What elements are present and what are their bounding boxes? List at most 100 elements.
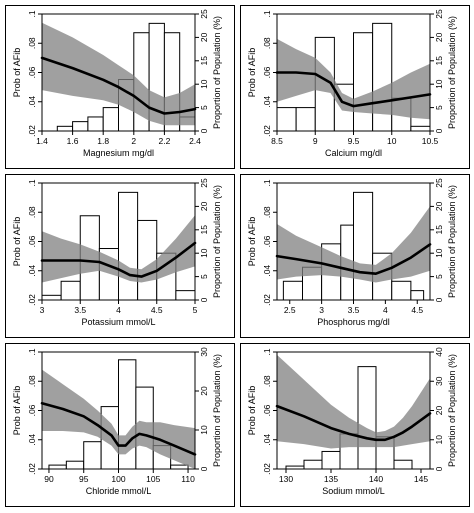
x-axis-title: Chloride mmol/L (86, 486, 152, 496)
y-tick-label: .1 (262, 10, 272, 17)
y-tick-label: .1 (262, 348, 272, 355)
y2-tick-label: 25 (199, 9, 209, 19)
histogram-bar (83, 441, 102, 470)
x-axis-title: Magnesium mg/dl (83, 148, 154, 158)
y-tick-label: .06 (27, 66, 37, 78)
y-tick-label: .02 (262, 463, 272, 475)
x-tick-label: 3 (319, 305, 324, 315)
y2-tick-label: 0 (434, 297, 444, 302)
histogram-bar (295, 107, 316, 132)
confidence-band (277, 354, 430, 449)
x-tick-label: 2 (131, 136, 136, 146)
histogram-bar (118, 191, 139, 301)
y-tick-label: .1 (27, 179, 37, 186)
fitted-curve (40, 241, 197, 278)
y-tick-label: .02 (27, 294, 37, 306)
x-tick-label: 8.5 (271, 136, 283, 146)
x-tick-label: 3.5 (74, 305, 86, 315)
chart-panel-2: 8.5 9 9.5 10 10.5 .02 .04 .06 .08 .1 0 5 10 15 20 25 Cal… (240, 5, 470, 169)
histogram-bar (72, 121, 89, 132)
x-tick-label: 135 (324, 474, 338, 484)
x-tick-label: 2.2 (158, 136, 170, 146)
chart-svg: 3 3.5 4 4.5 5.02.04.06.08.10510152025Potassi… (12, 178, 222, 327)
histogram-bar (175, 290, 196, 301)
y2-axis-title: Proportion of Population (%) (447, 354, 457, 467)
chart-panel-3: 3 3.5 4 4.5 5.02.04.06.08.1 0 5 10 15 20 25 Potassi… (5, 174, 235, 338)
histogram-bar (282, 280, 303, 301)
y-tick-label: .08 (262, 206, 272, 218)
histogram-bar (321, 450, 341, 470)
y-tick-label: .08 (262, 37, 272, 49)
y-axis-title: Prob of AFib (247, 386, 257, 436)
y2-axis-title: Proportion of Population (%) (447, 185, 457, 298)
x-tick-label: 100 (111, 474, 125, 484)
y-tick-label: .02 (27, 125, 37, 137)
x-tick-label: 3.5 (348, 305, 360, 315)
chart-svg: 1.4 1.6 1.8 2 2.2 2.4 .02 .04 .06 .08 .1 0 5 10 15 20 25… (12, 9, 222, 158)
x-tick-label: 2.4 (189, 136, 201, 146)
confidence-band (42, 215, 195, 283)
y-tick-label: .06 (262, 66, 272, 78)
y-axis-title: Prob of AFib (247, 48, 257, 98)
y-tick-label: .02 (262, 294, 272, 306)
histogram-bar (353, 32, 374, 132)
x-tick-label: 95 (79, 474, 89, 484)
y-tick-label: .06 (27, 404, 37, 416)
x-tick-label: 5 (193, 305, 198, 315)
x-tick-label: 90 (44, 474, 54, 484)
x-axis-title: Phosphorus mg/dl (317, 317, 390, 327)
fitted-curve (40, 56, 197, 115)
x-tick-label: 4.5 (151, 305, 163, 315)
x-tick-label: 2.5 (284, 305, 296, 315)
x-axis-title: Potassium mmol/L (81, 317, 155, 327)
histogram-bar (170, 464, 189, 470)
y-tick-label: .08 (27, 375, 37, 387)
y-tick-label: .04 (27, 434, 37, 446)
histogram-bar (48, 464, 67, 470)
y-tick-label: .1 (27, 10, 37, 17)
y-tick-label: .06 (262, 235, 272, 247)
chart-panel-1: 1.4 1.6 1.8 2 2.2 2.4 .02 .04 .06 .08 .1 0 5 10 15 20 25… (5, 5, 235, 169)
histogram-bar (410, 125, 431, 132)
histogram-bar (372, 22, 393, 132)
confidence-band (42, 22, 195, 126)
histogram-bar (391, 280, 412, 301)
fitted-curve (275, 243, 432, 275)
y2-tick-label: 15 (434, 56, 444, 66)
x-axis-title: Calcium mg/dl (325, 148, 382, 158)
x-tick-label: 4.5 (411, 305, 423, 315)
histogram-bar (65, 460, 85, 470)
y-axis-title: Prob of AFib (12, 217, 22, 267)
fitted-curve (275, 71, 432, 108)
y2-tick-label: 20 (199, 386, 209, 396)
x-tick-label: 130 (279, 474, 293, 484)
x-tick-label: 140 (369, 474, 383, 484)
y2-axis-title: Proportion of Population (%) (447, 16, 457, 129)
y2-tick-label: 20 (199, 32, 209, 42)
histogram-bar (41, 294, 62, 301)
y-axis-title: Prob of AFib (247, 217, 257, 267)
fitted-curve (40, 401, 197, 456)
histogram-bar (303, 459, 323, 470)
x-tick-label: 3 (40, 305, 45, 315)
histogram-bar (60, 280, 81, 301)
y2-tick-label: 10 (199, 425, 209, 435)
y-tick-label: .08 (27, 206, 37, 218)
y2-tick-label: 20 (434, 201, 444, 211)
y-tick-label: .02 (27, 463, 37, 475)
y-tick-label: .04 (262, 265, 272, 277)
y2-tick-label: 25 (199, 178, 209, 188)
histogram-bar (393, 459, 413, 470)
y-tick-label: .04 (262, 96, 272, 108)
histogram-bar (353, 191, 374, 301)
y2-tick-label: 20 (434, 406, 444, 416)
y2-axis-title: Proportion of Population (%) (212, 185, 222, 298)
y2-tick-label: 25 (434, 178, 444, 188)
x-tick-label: 4 (383, 305, 388, 315)
y2-tick-label: 5 (199, 274, 209, 279)
x-tick-label: 105 (146, 474, 160, 484)
histogram-bar (87, 116, 104, 132)
y2-tick-label: 40 (434, 347, 444, 357)
x-tick-label: 1.4 (36, 136, 48, 146)
